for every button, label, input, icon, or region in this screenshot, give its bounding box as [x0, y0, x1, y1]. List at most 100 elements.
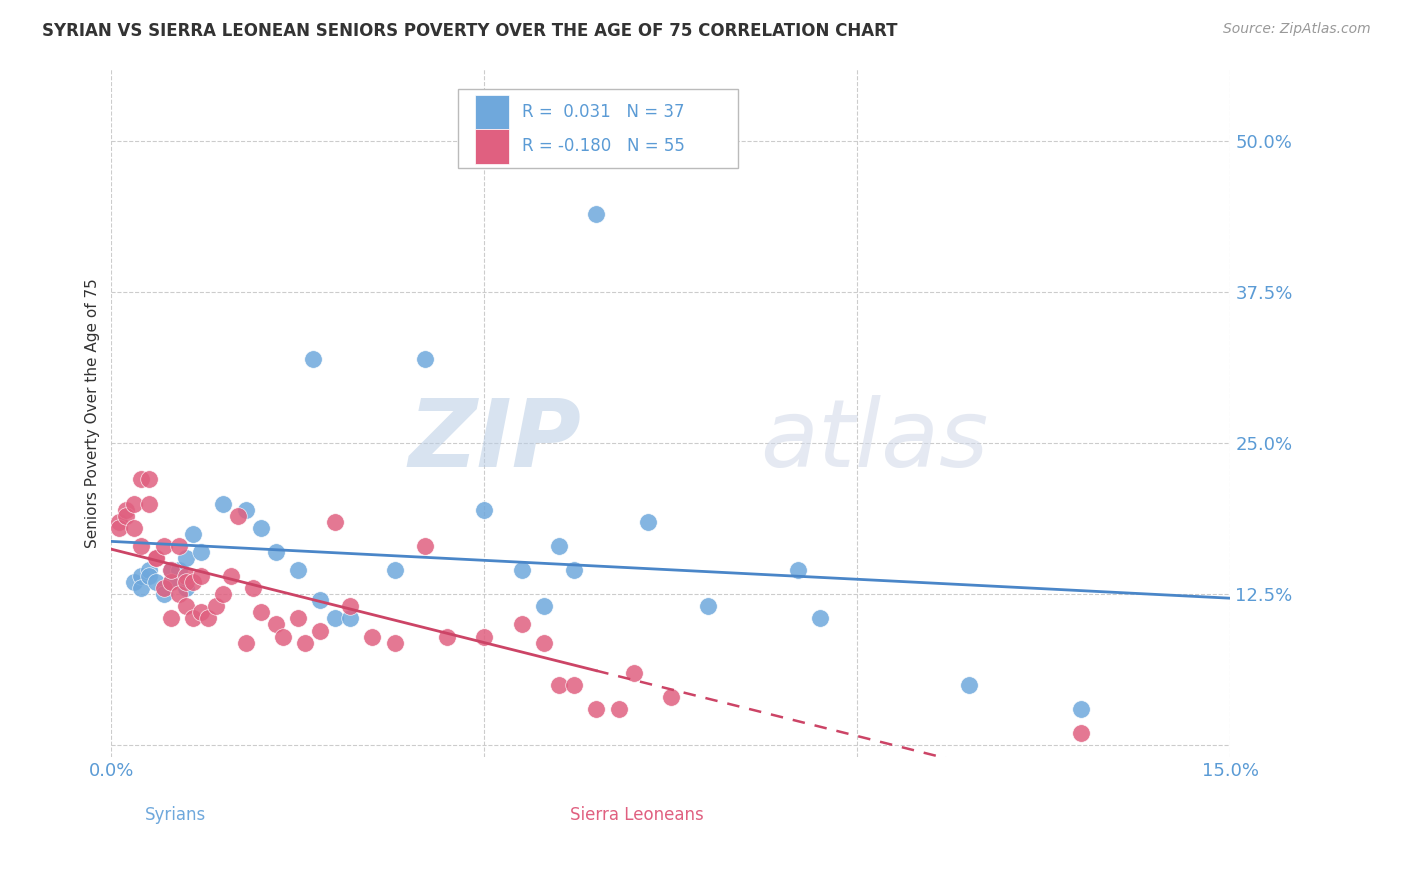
Point: [287, 563, 309, 577]
Point: [138, 569, 160, 583]
Point: [271, 630, 294, 644]
Point: [115, 502, 138, 516]
Point: [167, 587, 190, 601]
Point: [384, 635, 406, 649]
Point: [167, 563, 190, 577]
Point: [145, 551, 167, 566]
Point: [122, 497, 145, 511]
Text: ZIP: ZIP: [409, 394, 581, 486]
Point: [129, 539, 152, 553]
Point: [122, 575, 145, 590]
Point: [510, 563, 533, 577]
Point: [697, 599, 720, 614]
Point: [183, 526, 205, 541]
Point: [174, 569, 197, 583]
Point: [623, 665, 645, 680]
Point: [108, 515, 131, 529]
Point: [1070, 726, 1092, 740]
Point: [786, 563, 808, 577]
Point: [160, 575, 183, 590]
Point: [226, 508, 249, 523]
Point: [287, 611, 309, 625]
Point: [152, 587, 174, 601]
Point: [301, 351, 323, 366]
Point: [219, 569, 242, 583]
Point: [212, 587, 235, 601]
Point: [413, 351, 436, 366]
Point: [607, 702, 630, 716]
Point: [205, 599, 228, 614]
Point: [249, 521, 271, 535]
Point: [384, 563, 406, 577]
Text: Syrians: Syrians: [145, 805, 207, 823]
Point: [212, 497, 235, 511]
Point: [533, 635, 555, 649]
Point: [264, 617, 287, 632]
Point: [264, 545, 287, 559]
Point: [235, 502, 257, 516]
Point: [152, 581, 174, 595]
Point: [190, 545, 212, 559]
Point: [808, 611, 831, 625]
Point: [323, 611, 346, 625]
Y-axis label: Seniors Poverty Over the Age of 75: Seniors Poverty Over the Age of 75: [86, 278, 100, 548]
Point: [160, 575, 183, 590]
Point: [108, 521, 131, 535]
Point: [957, 678, 980, 692]
FancyBboxPatch shape: [475, 95, 509, 129]
Point: [183, 575, 205, 590]
Point: [129, 569, 152, 583]
Point: [129, 472, 152, 486]
Point: [510, 617, 533, 632]
Point: [562, 563, 585, 577]
Point: [413, 539, 436, 553]
Point: [235, 635, 257, 649]
Point: [339, 611, 361, 625]
Point: [309, 593, 332, 607]
Point: [339, 599, 361, 614]
Text: R = -0.180   N = 55: R = -0.180 N = 55: [522, 137, 685, 155]
Point: [174, 599, 197, 614]
Point: [249, 606, 271, 620]
Point: [474, 502, 496, 516]
Point: [167, 539, 190, 553]
Point: [145, 575, 167, 590]
Point: [197, 611, 219, 625]
Point: [585, 206, 607, 220]
Point: [323, 515, 346, 529]
Point: [361, 630, 384, 644]
Text: atlas: atlas: [761, 395, 988, 486]
Point: [115, 508, 138, 523]
Point: [436, 630, 458, 644]
Text: R =  0.031   N = 37: R = 0.031 N = 37: [522, 103, 685, 121]
Point: [190, 569, 212, 583]
Point: [309, 624, 332, 638]
Point: [190, 606, 212, 620]
Point: [160, 563, 183, 577]
Point: [174, 581, 197, 595]
Point: [585, 702, 607, 716]
Point: [474, 630, 496, 644]
Point: [548, 539, 571, 553]
Point: [174, 575, 197, 590]
Point: [294, 635, 316, 649]
FancyBboxPatch shape: [458, 89, 738, 169]
Point: [242, 581, 264, 595]
FancyBboxPatch shape: [475, 129, 509, 163]
Text: Source: ZipAtlas.com: Source: ZipAtlas.com: [1223, 22, 1371, 37]
Point: [129, 581, 152, 595]
Point: [562, 678, 585, 692]
Point: [160, 611, 183, 625]
Text: Sierra Leoneans: Sierra Leoneans: [571, 805, 704, 823]
Point: [637, 515, 659, 529]
Point: [174, 551, 197, 566]
Point: [152, 539, 174, 553]
Point: [160, 563, 183, 577]
Point: [122, 521, 145, 535]
Point: [1070, 702, 1092, 716]
Point: [659, 690, 682, 704]
Point: [138, 497, 160, 511]
Point: [145, 551, 167, 566]
Point: [138, 472, 160, 486]
Point: [138, 563, 160, 577]
